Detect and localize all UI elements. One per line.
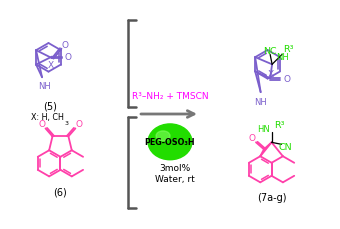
Ellipse shape <box>148 124 192 160</box>
Text: R³: R³ <box>283 45 293 54</box>
Text: PEG-OSO₃H: PEG-OSO₃H <box>145 138 195 147</box>
Text: NH: NH <box>276 53 288 62</box>
Text: NH: NH <box>38 81 50 90</box>
Text: O: O <box>65 53 71 62</box>
Text: R³: R³ <box>274 120 285 129</box>
Text: X: X <box>48 61 54 70</box>
Text: R³–NH₂ + TMSCN: R³–NH₂ + TMSCN <box>132 91 208 100</box>
Text: 3: 3 <box>64 121 68 126</box>
Text: X: H, CH: X: H, CH <box>31 113 64 122</box>
Text: (6): (6) <box>54 187 67 197</box>
Text: (5): (5) <box>44 101 57 111</box>
Text: X: X <box>268 70 274 79</box>
Text: HN: HN <box>257 124 270 133</box>
Text: NH: NH <box>254 97 267 106</box>
Text: 3mol%: 3mol% <box>159 164 191 172</box>
Text: O: O <box>76 120 83 128</box>
Text: (7a-g): (7a-g) <box>257 192 286 202</box>
Text: O: O <box>38 120 45 128</box>
Text: O: O <box>62 41 68 49</box>
Text: CN: CN <box>279 142 292 151</box>
Text: O: O <box>249 133 255 142</box>
Text: NC: NC <box>263 47 277 56</box>
Text: Water, rt: Water, rt <box>155 174 195 183</box>
Text: O: O <box>284 74 291 83</box>
Ellipse shape <box>156 131 170 141</box>
